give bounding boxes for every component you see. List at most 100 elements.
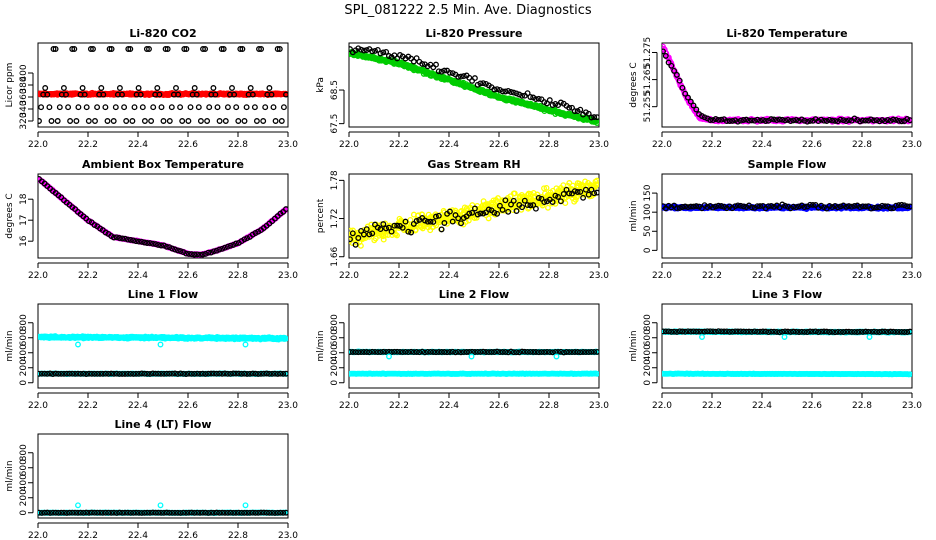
- data-point: [485, 215, 492, 222]
- data-point: [183, 371, 190, 377]
- data-point: [88, 370, 95, 377]
- data-point: [113, 234, 120, 241]
- data-point: [419, 60, 426, 67]
- data-point: [585, 110, 592, 117]
- data-point: [149, 370, 156, 377]
- data-point: [673, 71, 680, 78]
- data-point: [283, 335, 288, 342]
- data-point: [80, 370, 87, 377]
- data-point: [441, 67, 448, 74]
- data-point: [446, 69, 453, 76]
- data-point: [685, 204, 691, 211]
- data-point: [219, 245, 226, 252]
- data-point: [473, 214, 480, 221]
- data-point: [466, 210, 473, 217]
- data-point: [743, 116, 750, 123]
- y-tick-label: 1.66: [330, 246, 340, 266]
- x-tick-label: 22.0: [652, 401, 672, 411]
- data-point: [75, 341, 81, 348]
- data-point: [127, 46, 134, 52]
- data-point: [768, 116, 775, 123]
- data-point: [446, 349, 453, 355]
- data-point: [372, 47, 378, 54]
- data-point: [502, 197, 509, 204]
- data-point: [97, 370, 104, 377]
- data-point: [372, 348, 378, 355]
- series-outliers: [386, 353, 560, 360]
- data-point: [499, 88, 506, 95]
- data-point: [715, 202, 722, 209]
- data-point: [421, 217, 428, 224]
- data-point: [790, 203, 797, 210]
- y-tick-label: 400: [19, 64, 29, 81]
- y-axis-label: Licor ppm: [5, 63, 15, 108]
- x-tick-label: 22.8: [228, 271, 248, 281]
- plot-frame: [37, 173, 289, 259]
- data-point: [732, 203, 739, 210]
- data-point: [895, 117, 902, 124]
- data-point: [241, 118, 248, 124]
- data-point: [496, 202, 503, 209]
- data-point: [782, 117, 789, 124]
- data-point: [366, 349, 373, 356]
- y-tick-label: 51.275: [643, 37, 653, 69]
- data-point: [246, 370, 253, 377]
- data-point: [793, 204, 800, 211]
- data-point: [199, 251, 206, 258]
- data-point: [85, 118, 92, 124]
- data-point: [433, 213, 439, 220]
- data-point: [270, 104, 277, 111]
- data-point: [210, 85, 217, 91]
- data-point: [110, 234, 117, 241]
- x-tick-label: 22.2: [702, 271, 722, 281]
- data-point: [116, 235, 123, 241]
- data-point: [679, 204, 686, 210]
- data-point: [884, 117, 891, 123]
- data-point: [591, 114, 598, 121]
- x-tick-label: 23.0: [589, 140, 609, 150]
- data-point: [768, 202, 775, 209]
- data-point: [452, 349, 459, 356]
- panel-title: Line 3 Flow: [752, 288, 822, 301]
- data-point: [513, 208, 520, 214]
- data-point: [86, 218, 92, 225]
- data-point: [455, 215, 462, 222]
- data-point: [773, 117, 780, 124]
- data-point: [197, 118, 204, 124]
- y-tick-label: 1.78: [330, 170, 340, 190]
- data-point: [94, 370, 101, 377]
- data-point: [160, 242, 167, 249]
- data-point: [508, 201, 514, 208]
- series-averages: [662, 48, 912, 125]
- data-point: [471, 205, 478, 212]
- data-point: [870, 117, 877, 124]
- data-point: [210, 370, 217, 377]
- data-point: [571, 108, 578, 115]
- data-point: [394, 348, 401, 355]
- x-tick-label: 22.2: [78, 401, 98, 411]
- data-point: [110, 118, 117, 124]
- data-point: [105, 370, 112, 377]
- y-tick-label: 0: [330, 380, 340, 386]
- data-point: [77, 370, 84, 377]
- panel-title: Li-820 Pressure: [426, 27, 523, 40]
- data-point: [907, 117, 912, 124]
- data-point: [474, 348, 481, 355]
- data-point: [455, 73, 462, 80]
- data-point: [280, 370, 287, 377]
- data-point: [438, 68, 445, 75]
- data-point: [402, 348, 409, 355]
- data-point: [549, 102, 556, 108]
- y-tick-label: 200: [19, 359, 29, 376]
- data-points: [38, 46, 288, 124]
- data-point: [862, 117, 869, 124]
- data-point: [210, 248, 217, 255]
- data-point: [594, 370, 599, 377]
- data-point: [249, 91, 256, 98]
- data-point: [455, 348, 462, 355]
- data-point: [513, 349, 520, 356]
- data-point: [519, 204, 526, 211]
- data-point: [516, 91, 523, 98]
